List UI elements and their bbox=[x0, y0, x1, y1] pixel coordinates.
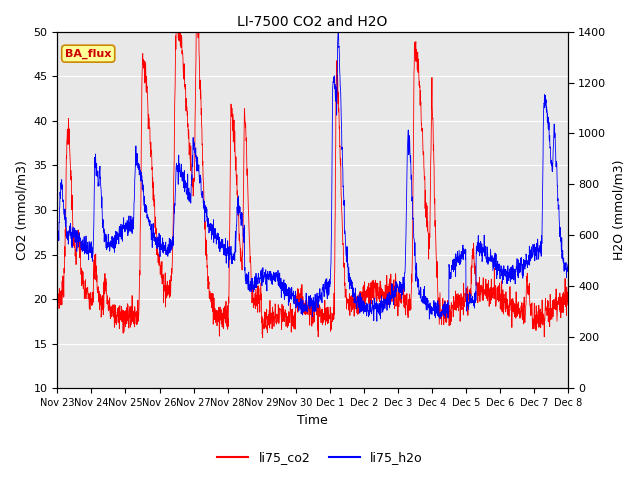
li75_co2 bbox=[196, 86, 204, 92]
li75_h2o bbox=[54, 231, 61, 237]
li75_co2 bbox=[534, 312, 541, 318]
li75_h2o bbox=[373, 318, 381, 324]
li75_h2o bbox=[564, 262, 572, 267]
X-axis label: Time: Time bbox=[297, 414, 328, 427]
li75_co2 bbox=[564, 302, 572, 308]
li75_co2 bbox=[259, 335, 266, 341]
li75_co2 bbox=[328, 326, 335, 332]
li75_h2o bbox=[461, 246, 469, 252]
li75_co2 bbox=[172, 29, 180, 35]
li75_h2o bbox=[196, 176, 204, 182]
li75_h2o bbox=[534, 248, 541, 254]
li75_co2 bbox=[339, 230, 346, 236]
Y-axis label: CO2 (mmol/m3): CO2 (mmol/m3) bbox=[15, 160, 28, 260]
Legend: li75_co2, li75_h2o: li75_co2, li75_h2o bbox=[212, 446, 428, 469]
li75_co2 bbox=[461, 290, 469, 296]
li75_h2o bbox=[334, 29, 342, 35]
Text: BA_flux: BA_flux bbox=[65, 48, 111, 59]
li75_h2o bbox=[520, 273, 527, 279]
li75_h2o bbox=[339, 148, 346, 154]
Line: li75_co2: li75_co2 bbox=[58, 32, 568, 338]
Title: LI-7500 CO2 and H2O: LI-7500 CO2 and H2O bbox=[237, 15, 388, 29]
li75_co2 bbox=[520, 300, 527, 306]
li75_co2 bbox=[54, 282, 61, 288]
li75_h2o bbox=[327, 260, 335, 266]
Line: li75_h2o: li75_h2o bbox=[58, 32, 568, 321]
Y-axis label: H2O (mmol/m3): H2O (mmol/m3) bbox=[612, 160, 625, 260]
